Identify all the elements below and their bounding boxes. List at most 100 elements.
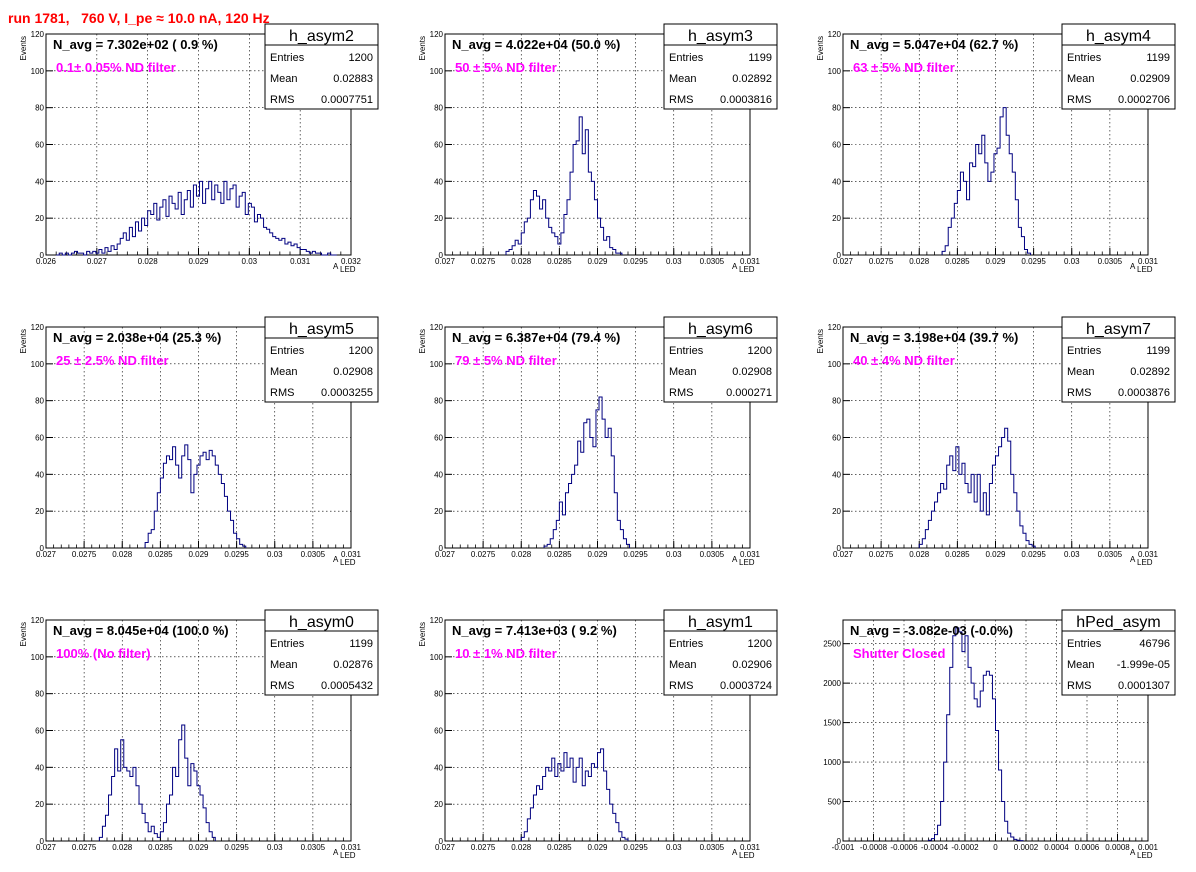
stats-entries-value: 1200 <box>748 638 772 650</box>
x-axis-label: A <box>732 848 738 857</box>
x-tick-label: 0.03 <box>267 550 283 559</box>
y-tick-label: 100 <box>430 653 444 662</box>
histogram-series-line <box>505 116 623 255</box>
stats-title: h_asym3 <box>688 28 753 45</box>
x-axis-label: A <box>333 848 339 857</box>
filter-label: 50 ± 5% ND filter <box>455 60 557 75</box>
y-tick-label: 40 <box>35 763 44 772</box>
histogram-panel-h_asym6: 0.027 0.0275 0.028 0.0285 0.029 0.0295 0.03 0.0… <box>418 316 778 567</box>
stats-box <box>1061 609 1176 696</box>
stats-entries-label: Entries <box>1067 345 1102 357</box>
y-axis-label: Events <box>19 329 28 353</box>
y-axis-label: Events <box>418 329 427 353</box>
x-tick-label: 0.032 <box>341 257 362 266</box>
histogram-panel-h_asym2: 0.026 0.027 0.028 0.029 0.03 0.031 0.032 0 20 40 6… <box>19 23 379 274</box>
y-tick-label: 120 <box>828 323 842 332</box>
x-tick-label: 0.029 <box>985 550 1006 559</box>
y-tick-label: 0 <box>439 544 444 553</box>
y-tick-label: 20 <box>832 507 841 516</box>
x-tick-label: 0.027 <box>833 257 854 266</box>
x-tick-label: 0.0002 <box>1014 843 1039 852</box>
y-tick-label: 40 <box>35 470 44 479</box>
stats-box <box>264 23 379 110</box>
x-tick-label: 0.031 <box>1138 550 1159 559</box>
stats-mean-label: Mean <box>1067 659 1095 671</box>
y-tick-label: 100 <box>828 360 842 369</box>
x-tick-label: 0.029 <box>587 843 608 852</box>
stats-box <box>264 316 379 403</box>
stats-title: hPed_asym <box>1076 614 1161 631</box>
stats-mean-label: Mean <box>669 659 697 671</box>
navg-label: N_avg = 6.387e+04 (79.4 %) <box>452 330 620 345</box>
stats-rms-value: 0.0007751 <box>321 94 373 106</box>
navg-label: N_avg = 2.038e+04 (25.3 %) <box>53 330 221 345</box>
histogram-series-line <box>144 444 247 548</box>
x-tick-label: 0.028 <box>511 550 532 559</box>
navg-label: N_avg = -3.082e-03 (-0.0%) <box>850 623 1013 638</box>
y-tick-label: 100 <box>31 67 45 76</box>
x-axis-label: A <box>732 555 738 564</box>
stats-title: h_asym5 <box>289 321 354 338</box>
x-tick-label: 0.0275 <box>471 257 496 266</box>
stats-entries-value: 1199 <box>1146 345 1170 357</box>
stats-entries-label: Entries <box>669 638 704 650</box>
y-tick-label: 60 <box>832 141 841 150</box>
histogram-series-line <box>941 107 1032 255</box>
x-tick-label: 0.03 <box>242 257 258 266</box>
histogram-panel-h_asym3: 0.027 0.0275 0.028 0.0285 0.029 0.0295 0.03 0.0… <box>418 23 778 274</box>
y-tick-label: 0 <box>439 251 444 260</box>
stats-box <box>663 316 778 403</box>
x-tick-label: 0.0275 <box>869 550 894 559</box>
y-tick-label: 120 <box>430 30 444 39</box>
stats-mean-value: 0.02909 <box>1130 73 1170 85</box>
y-tick-label: 80 <box>35 690 44 699</box>
x-tick-label: 0.0305 <box>700 550 725 559</box>
stats-entries-value: 1199 <box>349 638 373 650</box>
x-tick-label: 0.029 <box>985 257 1006 266</box>
y-tick-label: 60 <box>35 727 44 736</box>
histogram-panel-h_asym7: 0.027 0.0275 0.028 0.0285 0.029 0.0295 0.03 0.0… <box>816 316 1176 567</box>
x-tick-label: 0.027 <box>833 550 854 559</box>
x-tick-label: 0.031 <box>341 843 362 852</box>
navg-label: N_avg = 8.045e+04 (100.0 %) <box>53 623 229 638</box>
stats-entries-label: Entries <box>1067 52 1102 64</box>
stats-mean-value: 0.02876 <box>333 659 373 671</box>
stats-entries-label: Entries <box>669 345 704 357</box>
x-tick-label: 0.0275 <box>72 550 97 559</box>
x-tick-label: 0.0004 <box>1044 843 1069 852</box>
stats-rms-label: RMS <box>1067 94 1091 106</box>
y-tick-label: 120 <box>31 616 45 625</box>
y-tick-label: 2000 <box>823 679 841 688</box>
x-tick-label: 0.028 <box>511 843 532 852</box>
stats-rms-label: RMS <box>270 680 294 692</box>
stats-rms-value: 0.0002706 <box>1118 94 1170 106</box>
x-tick-label: 0.031 <box>740 843 761 852</box>
x-tick-label: 0.031 <box>740 257 761 266</box>
y-tick-label: 100 <box>430 67 444 76</box>
y-tick-label: 120 <box>31 323 45 332</box>
x-tick-label: 0.0285 <box>547 843 572 852</box>
histogram-series-line <box>520 748 629 841</box>
x-tick-label: 0.029 <box>587 550 608 559</box>
y-tick-label: 80 <box>832 104 841 113</box>
x-tick-label: 0.0295 <box>623 843 648 852</box>
y-tick-label: 80 <box>35 397 44 406</box>
x-tick-label: 0.027 <box>36 843 57 852</box>
x-tick-label: 0.028 <box>909 257 930 266</box>
navg-label: N_avg = 5.047e+04 (62.7 %) <box>850 37 1018 52</box>
stats-entries-value: 1199 <box>1146 52 1170 64</box>
stats-mean-value: 0.02883 <box>333 73 373 85</box>
x-tick-label: 0.03 <box>267 843 283 852</box>
x-tick-label: 0.027 <box>435 550 456 559</box>
x-axis-label-subscript: LED <box>1137 558 1153 567</box>
stats-entries-label: Entries <box>270 638 305 650</box>
stats-mean-label: Mean <box>669 366 697 378</box>
histogram-panel-h_asym0: 0.027 0.0275 0.028 0.0285 0.029 0.0295 0.03 0.0… <box>19 609 379 860</box>
filter-label: 100% (No filter) <box>56 646 151 661</box>
stats-mean-value: 0.02908 <box>333 366 373 378</box>
stats-mean-value: 0.02906 <box>732 659 772 671</box>
y-tick-label: 80 <box>434 690 443 699</box>
y-tick-label: 0 <box>837 544 842 553</box>
x-tick-label: 0.0295 <box>623 550 648 559</box>
